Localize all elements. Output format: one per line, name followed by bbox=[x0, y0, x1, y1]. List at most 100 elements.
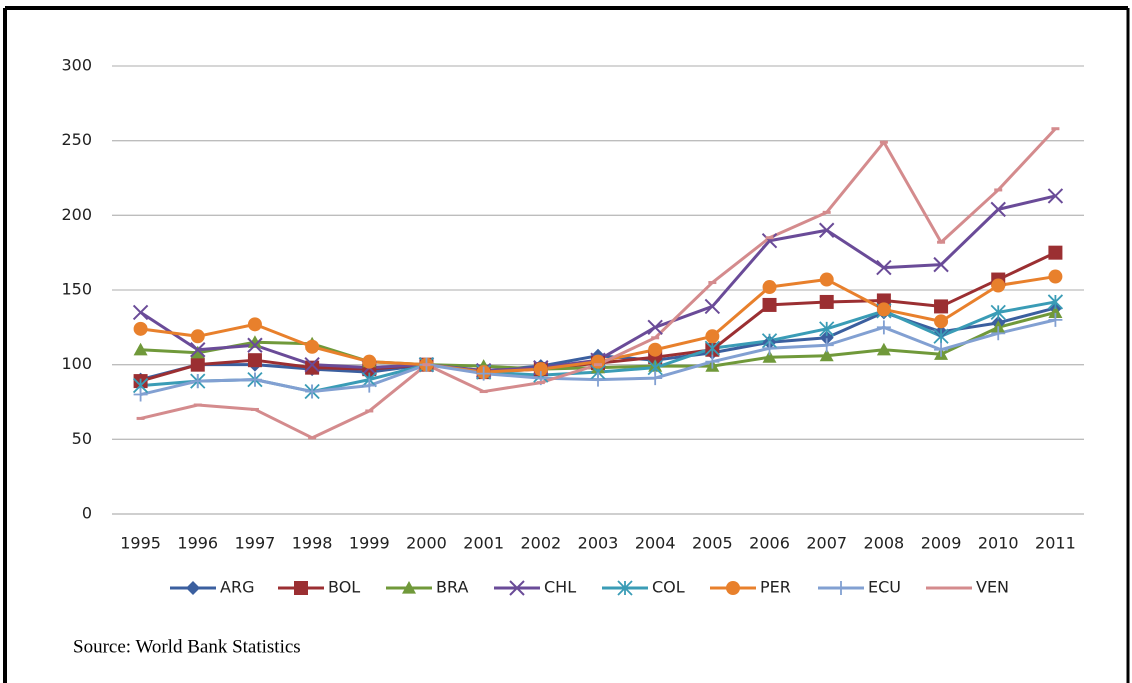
marker-part bbox=[704, 298, 721, 315]
marker bbox=[133, 387, 148, 402]
marker bbox=[305, 360, 320, 375]
marker bbox=[704, 298, 721, 315]
marker-part bbox=[1048, 305, 1063, 318]
marker-part bbox=[819, 348, 834, 362]
legend-label: COL bbox=[652, 578, 685, 597]
y-tick-label: 200 bbox=[61, 205, 92, 224]
marker bbox=[190, 357, 205, 372]
marker-part bbox=[762, 297, 777, 312]
legend-marker bbox=[402, 581, 416, 594]
marker-part bbox=[762, 350, 777, 363]
marker bbox=[190, 329, 205, 344]
marker bbox=[991, 278, 1006, 293]
marker bbox=[933, 256, 949, 273]
marker-part bbox=[990, 304, 1006, 321]
marker-part bbox=[704, 340, 720, 356]
marker-part bbox=[834, 581, 848, 595]
marker bbox=[247, 337, 263, 353]
marker bbox=[133, 321, 148, 336]
marker bbox=[1048, 305, 1063, 318]
x-tick-label: 2003 bbox=[578, 534, 619, 553]
marker bbox=[476, 366, 491, 381]
marker-part bbox=[818, 222, 835, 238]
marker-part bbox=[876, 302, 891, 317]
marker bbox=[876, 259, 892, 276]
marker-part bbox=[991, 278, 1006, 293]
marker-part bbox=[190, 345, 205, 359]
marker-part bbox=[761, 233, 778, 249]
marker-part bbox=[876, 320, 891, 335]
marker bbox=[819, 294, 834, 309]
marker-part bbox=[133, 321, 148, 336]
marker-part bbox=[1047, 294, 1064, 310]
x-tick-label: 2004 bbox=[635, 534, 676, 553]
x-tick-label: 2007 bbox=[806, 534, 847, 553]
x-tick-label: 2005 bbox=[692, 534, 733, 553]
marker bbox=[533, 362, 548, 377]
marker bbox=[247, 335, 262, 348]
marker-part bbox=[294, 581, 308, 595]
marker bbox=[761, 233, 778, 249]
marker bbox=[818, 222, 835, 238]
y-tick-label: 50 bbox=[72, 429, 92, 448]
marker-part bbox=[247, 337, 263, 353]
marker bbox=[591, 372, 605, 387]
marker-part bbox=[247, 353, 262, 368]
marker bbox=[705, 329, 720, 344]
marker bbox=[933, 328, 949, 344]
legend-marker bbox=[726, 581, 740, 595]
marker bbox=[1048, 312, 1063, 327]
marker-part bbox=[402, 581, 416, 594]
marker-part bbox=[190, 329, 205, 344]
y-tick-label: 100 bbox=[61, 354, 92, 373]
marker bbox=[934, 299, 949, 314]
marker-part bbox=[305, 360, 320, 375]
marker-part bbox=[762, 280, 777, 295]
marker-part bbox=[934, 314, 949, 329]
y-tick-label: 250 bbox=[61, 130, 92, 149]
marker-part bbox=[247, 372, 262, 387]
legend-label: ECU bbox=[868, 578, 901, 597]
x-tick-label: 2008 bbox=[864, 534, 905, 553]
marker-part bbox=[705, 329, 720, 344]
marker-part bbox=[190, 357, 205, 372]
marker-part bbox=[1048, 312, 1063, 327]
marker bbox=[647, 319, 663, 336]
marker bbox=[819, 330, 834, 345]
marker-part bbox=[304, 356, 320, 373]
marker-part bbox=[305, 339, 320, 354]
marker-part bbox=[190, 374, 205, 389]
legend-label: CHL bbox=[544, 578, 576, 597]
x-tick-label: 2009 bbox=[921, 534, 962, 553]
marker bbox=[247, 353, 262, 368]
marker-part bbox=[819, 294, 834, 309]
y-tick-label: 300 bbox=[61, 56, 92, 75]
marker-part bbox=[726, 581, 740, 595]
marker bbox=[819, 272, 834, 287]
marker-part bbox=[819, 321, 835, 337]
marker-part bbox=[991, 326, 1006, 341]
legend-label: VEN bbox=[976, 578, 1009, 597]
marker bbox=[247, 372, 262, 387]
marker-part bbox=[186, 581, 200, 595]
series-line bbox=[140, 127, 1057, 440]
legend-marker bbox=[509, 580, 525, 596]
marker-part bbox=[533, 362, 548, 377]
marker bbox=[1048, 245, 1063, 260]
marker bbox=[991, 326, 1006, 341]
legend-label: BRA bbox=[436, 578, 468, 597]
marker bbox=[762, 297, 777, 312]
marker-part bbox=[247, 317, 262, 332]
legend-marker bbox=[294, 581, 308, 595]
marker bbox=[1047, 294, 1064, 310]
legend-label: PER bbox=[760, 578, 791, 597]
marker bbox=[876, 342, 891, 356]
marker bbox=[1048, 269, 1063, 284]
marker bbox=[591, 354, 605, 369]
marker-part bbox=[1047, 188, 1064, 204]
marker bbox=[190, 374, 205, 389]
marker-part bbox=[509, 580, 525, 596]
marker bbox=[190, 345, 205, 359]
marker-part bbox=[933, 256, 949, 273]
